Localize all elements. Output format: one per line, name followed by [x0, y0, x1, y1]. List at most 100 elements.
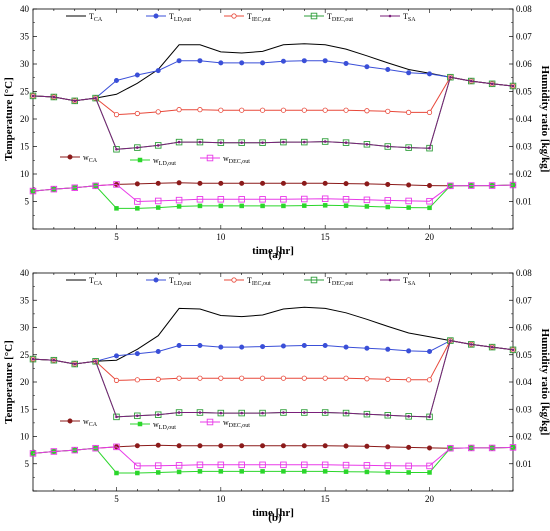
data-point	[301, 107, 307, 113]
legend-label-base: w	[153, 156, 159, 165]
data-point	[427, 470, 432, 475]
legend-item: TIEC,out	[224, 276, 271, 287]
data-point	[363, 462, 371, 469]
data-point	[92, 182, 99, 190]
y2-tick-label: 0.08	[516, 268, 532, 278]
legend-label: wCA	[83, 417, 98, 428]
data-point	[322, 58, 328, 64]
data-point	[71, 446, 78, 454]
data-point	[134, 181, 140, 187]
data-point	[447, 73, 454, 81]
data-point	[490, 345, 494, 349]
legend-label-subscript: IEC,out	[252, 17, 271, 23]
data-point	[386, 413, 390, 417]
legend-item: TLD,out	[146, 276, 191, 287]
data-point	[322, 469, 328, 474]
data-point	[206, 418, 214, 426]
legend-label-subscript: CA	[89, 422, 98, 428]
data-point	[196, 461, 204, 469]
temperature-series-t-sa	[31, 339, 515, 419]
data-point	[426, 197, 433, 205]
data-point	[301, 342, 307, 348]
data-point	[322, 375, 328, 381]
data-point	[511, 84, 515, 88]
legend-item: TDEC,out	[304, 276, 353, 287]
series-line	[32, 76, 514, 150]
series-line	[32, 76, 514, 150]
data-point	[115, 415, 118, 419]
data-point	[384, 197, 392, 204]
legend-label: wDEC,out	[223, 154, 250, 165]
data-point	[175, 462, 183, 469]
data-point	[94, 359, 97, 363]
data-point	[239, 443, 245, 449]
y-tick-label: 15	[20, 142, 30, 152]
data-point	[447, 444, 454, 452]
y-axis-title: Temperature [°C]	[3, 77, 15, 161]
data-point	[134, 198, 141, 205]
data-point	[206, 154, 214, 162]
data-point	[342, 196, 350, 203]
x-tick-label: 10	[216, 494, 226, 504]
data-point	[364, 108, 370, 114]
legend-item: wDEC,out	[200, 418, 250, 429]
y2-tick-label: 0.08	[516, 4, 532, 14]
data-point	[175, 196, 183, 204]
data-point	[344, 141, 348, 144]
data-point	[239, 180, 245, 186]
data-point	[260, 443, 266, 449]
legend-item: TSA	[380, 12, 416, 23]
chart-panel-b: 5 10 15 20 25 30 35 40 0.01 0.02 0.03 0.04 0.05 0.06 0…	[3, 268, 550, 524]
data-point	[155, 180, 161, 186]
data-point	[218, 375, 224, 381]
data-point	[134, 377, 140, 383]
y2-tick-label: 0.02	[516, 169, 532, 179]
data-point	[153, 13, 159, 19]
data-point	[52, 358, 56, 362]
x-tick-label: 15	[321, 494, 331, 504]
data-point	[363, 196, 371, 204]
data-point	[342, 461, 350, 469]
data-point	[427, 205, 432, 211]
data-point	[238, 196, 245, 203]
data-point	[426, 377, 433, 383]
data-point	[239, 60, 245, 66]
data-point	[428, 146, 431, 150]
data-point	[197, 203, 203, 209]
data-point	[239, 469, 244, 474]
data-point	[197, 443, 203, 449]
data-point	[73, 99, 77, 103]
data-point	[176, 443, 182, 449]
data-point	[155, 68, 161, 74]
data-point	[322, 203, 328, 208]
legend-label-subscript: IEC,out	[252, 281, 271, 287]
data-point	[407, 415, 410, 418]
data-point	[280, 375, 287, 381]
data-point	[385, 204, 391, 210]
x-tick-label: 5	[114, 232, 119, 242]
data-point	[301, 461, 308, 469]
data-point	[259, 196, 266, 203]
data-point	[322, 342, 328, 348]
data-point	[231, 13, 237, 19]
data-point	[343, 375, 349, 381]
data-point	[280, 180, 286, 186]
data-point	[364, 443, 370, 449]
data-point	[155, 205, 161, 210]
data-point	[134, 462, 141, 470]
series-line	[32, 183, 514, 203]
y2-tick-label: 0.01	[516, 459, 532, 469]
y2-tick-label: 0.07	[516, 32, 532, 42]
data-point	[218, 443, 224, 449]
data-point	[427, 71, 433, 77]
data-point	[406, 470, 411, 475]
data-point	[385, 181, 391, 187]
data-point	[468, 444, 475, 452]
legend-item: wLD,out	[130, 420, 176, 431]
data-point	[231, 277, 237, 283]
legend-label: TCA	[89, 12, 103, 23]
data-point	[388, 278, 392, 282]
data-point	[406, 377, 412, 383]
temperature-series-t-sa	[31, 75, 515, 151]
legend-label-base: w	[83, 417, 89, 426]
